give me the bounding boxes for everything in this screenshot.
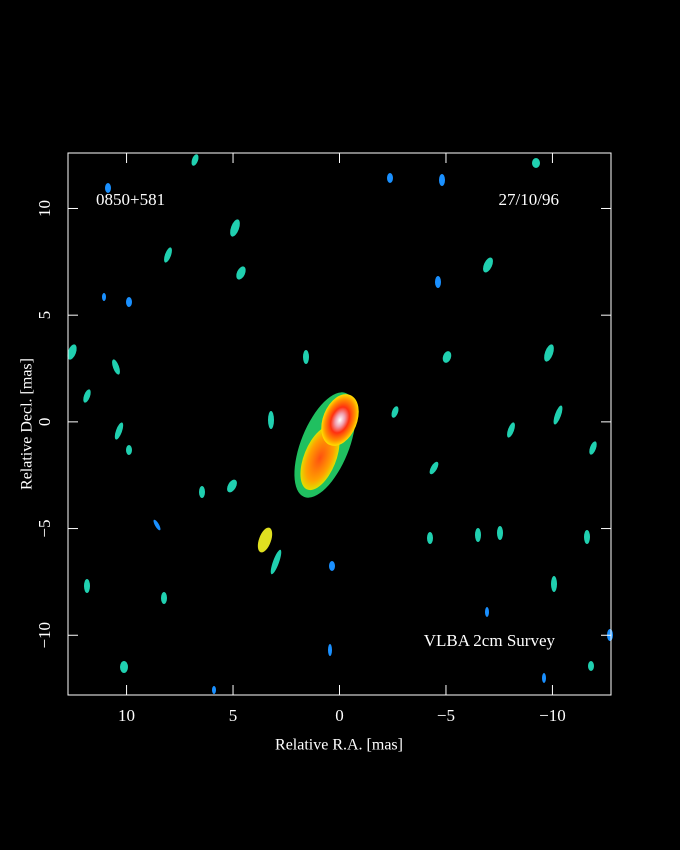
blob: [268, 411, 274, 429]
y-tick-label: −5: [35, 520, 54, 538]
blob: [544, 344, 554, 362]
blob: [84, 579, 90, 593]
blob: [236, 266, 246, 280]
blob: [153, 519, 161, 531]
noise-blobs: [67, 154, 613, 694]
blob: [532, 158, 540, 168]
blob: [212, 686, 216, 694]
x-tick-label: 0: [335, 706, 344, 725]
blob: [257, 527, 273, 553]
date: 27/10/96: [499, 190, 559, 209]
blob: [112, 359, 120, 375]
blob: [270, 549, 282, 575]
blob: [427, 532, 433, 544]
blob: [584, 530, 590, 544]
blob: [475, 528, 481, 542]
blob: [114, 422, 124, 440]
y-tick-label: 5: [35, 311, 54, 320]
x-tick-label: −5: [437, 706, 455, 725]
blob: [589, 441, 597, 455]
blob: [387, 173, 393, 183]
y-axis-label: Relative Decl. [mas]: [19, 358, 36, 490]
x-tick-label: −10: [539, 706, 566, 725]
blob: [588, 661, 594, 671]
blob: [67, 344, 77, 360]
x-tick-label: 10: [118, 706, 135, 725]
blob: [553, 405, 563, 425]
blob: [329, 561, 335, 571]
blob: [442, 351, 452, 363]
blob: [230, 219, 240, 237]
annotation: VLBA 2cm Survey: [424, 631, 556, 650]
x-axis-label: Relative R.A. [mas]: [275, 737, 403, 754]
blob: [164, 247, 172, 263]
blob: [126, 297, 132, 307]
y-tick-label: −10: [35, 622, 54, 649]
blob: [120, 661, 128, 673]
blob: [542, 673, 546, 683]
blob: [303, 350, 309, 364]
blob: [483, 257, 493, 273]
blob: [102, 293, 106, 301]
source-name: 0850+581: [96, 190, 165, 209]
blob: [391, 406, 399, 418]
y-tick-label: 10: [35, 200, 54, 217]
source-core: [321, 394, 359, 446]
blob: [105, 183, 111, 193]
blob: [83, 389, 91, 403]
blob: [161, 592, 167, 604]
blob: [435, 276, 441, 288]
blob: [497, 526, 503, 540]
blob: [199, 486, 205, 498]
blob-group: [67, 154, 597, 673]
blob: [507, 422, 515, 438]
blob: [485, 607, 489, 617]
x-tick-label: 5: [229, 706, 238, 725]
y-tick-label: 0: [35, 418, 54, 427]
blob: [191, 154, 199, 166]
blob: [439, 174, 445, 186]
blob: [551, 576, 557, 592]
blob: [328, 644, 332, 656]
blob: [227, 479, 237, 493]
source: [294, 392, 359, 498]
blob: [429, 461, 439, 475]
blob: [126, 445, 132, 455]
